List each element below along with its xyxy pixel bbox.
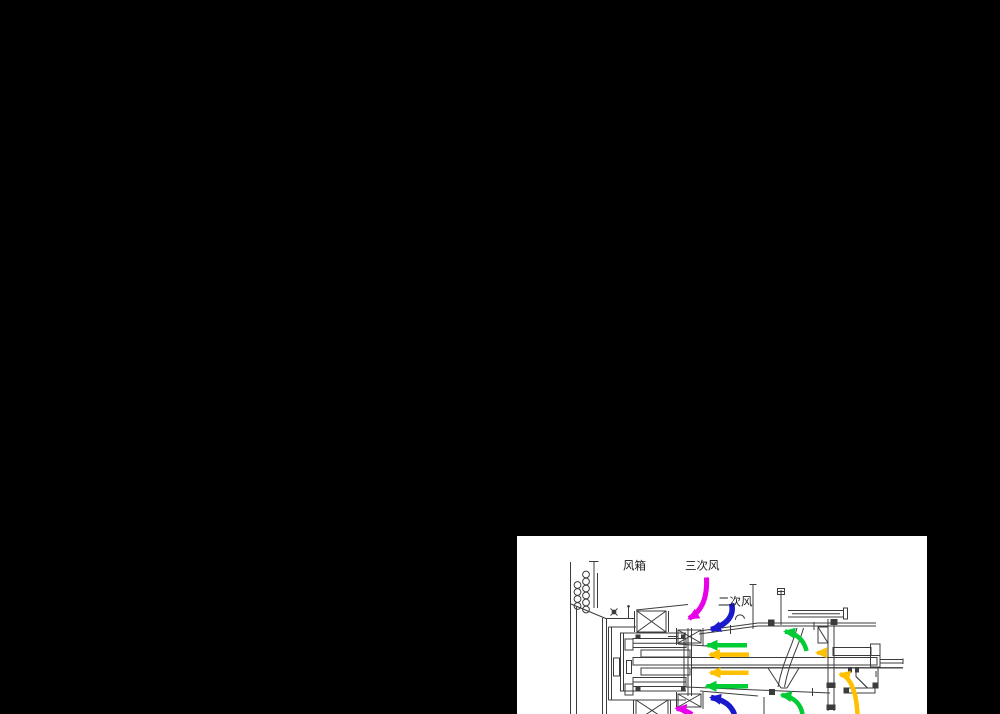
- secondary-air-label: 二次风: [718, 595, 753, 609]
- tertiary-air-arrow-top: [687, 577, 710, 621]
- tertiary-air-arrow-bottom: [674, 704, 694, 714]
- burner-casing: [608, 626, 686, 701]
- secondary-air-swirl-boxes: [668, 628, 715, 709]
- inner-air-curve-top: [783, 627, 809, 652]
- inner-air-curve-bottom: [779, 691, 805, 714]
- secondary-air-arrow-top: [709, 602, 735, 633]
- primary-air-curve-right: [838, 670, 860, 714]
- burner-diagram: 风箱 三次风 二次风: [570, 559, 904, 714]
- flow-arrows: [674, 577, 860, 714]
- tertiary-air-label: 三次风: [685, 559, 720, 573]
- outer-duct-and-fittings: [685, 584, 876, 697]
- figure-panel: 风箱 三次风 二次风: [517, 536, 927, 714]
- secondary-air-arrow-bottom: [709, 693, 738, 714]
- tertiary-air-swirl-boxes: [633, 610, 671, 714]
- front-flange-and-shaft: [632, 619, 904, 714]
- burner-internals: [613, 628, 692, 696]
- windbox-label: 风箱: [623, 559, 646, 573]
- furnace-wall-and-tubes: [570, 561, 689, 714]
